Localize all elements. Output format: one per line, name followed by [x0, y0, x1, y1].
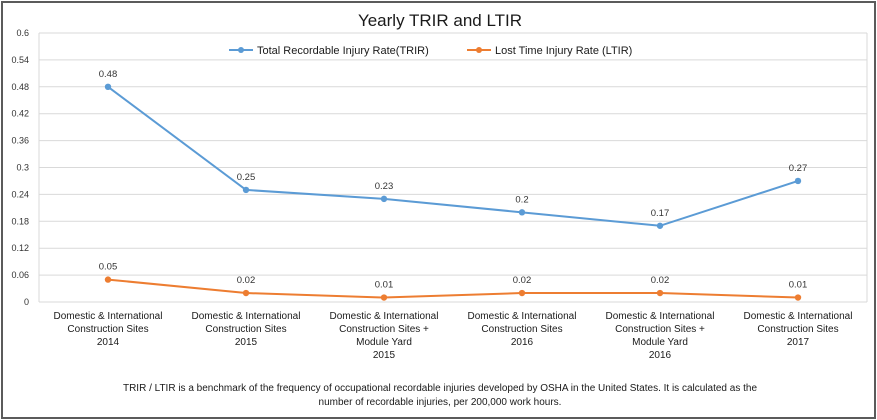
y-tick-label: 0.18: [11, 216, 29, 226]
x-category-label: Domestic & International Construction Sit…: [606, 311, 715, 361]
x-category-label: Domestic & International Construction Sit…: [192, 311, 301, 348]
grid: [38, 32, 868, 303]
data-point: [656, 289, 664, 297]
data-label: 0.02: [237, 275, 256, 286]
legend: Total Recordable Injury Rate(TRIR) Lost T…: [229, 45, 632, 57]
data-point: [104, 276, 112, 283]
data-point: [518, 209, 526, 216]
series-group: 0.48 0.25 0.23 0.2 0.17 0.27 0.05 0.02 0.01 0.02 0…: [99, 69, 808, 301]
data-point: [242, 289, 250, 297]
legend-label: Lost Time Injury Rate (LTIR): [495, 45, 632, 57]
series-line: [107, 85, 799, 227]
x-category-label: Domestic & International Construction Sit…: [54, 311, 163, 348]
x-category-label: Domestic & International Construction Sit…: [330, 311, 439, 361]
y-tick-label: 0.36: [11, 136, 29, 146]
y-tick-label: 0.24: [11, 189, 29, 199]
y-tick-label: 0.3: [16, 163, 29, 173]
data-label: 0.02: [651, 275, 670, 286]
y-tick-label: 0.48: [11, 82, 29, 92]
legend-marker: [476, 47, 482, 53]
data-label: 0.02: [513, 275, 532, 286]
data-label: 0.48: [99, 69, 118, 80]
data-point: [242, 186, 250, 194]
x-category-label: Domestic & International Construction Sit…: [744, 311, 853, 348]
data-point: [104, 83, 112, 91]
legend-marker: [238, 47, 244, 53]
legend-label: Total Recordable Injury Rate(TRIR): [257, 45, 429, 57]
footnote-line: number of recordable injuries, per 200,0…: [319, 397, 562, 408]
data-label: 0.25: [237, 172, 256, 183]
chart: Yearly TRIR and LTIR 0 0.06 0.12 0.18 0.24 0.…: [11, 11, 868, 408]
data-point: [794, 294, 802, 301]
x-category-label: Domestic & International Construction Sit…: [468, 311, 577, 348]
footnote-line: TRIR / LTIR is a benchmark of the freque…: [123, 383, 757, 394]
data-label: 0.27: [789, 163, 808, 174]
y-tick-label: 0.54: [11, 55, 29, 65]
y-tick-label: 0.12: [11, 243, 29, 253]
data-label: 0.23: [375, 181, 394, 192]
data-point: [380, 195, 388, 203]
y-tick-label: 0.42: [11, 109, 29, 119]
data-label: 0.17: [651, 208, 670, 219]
chart-title: Yearly TRIR and LTIR: [358, 11, 522, 30]
y-tick-label: 0.06: [11, 270, 29, 280]
data-label: 0.01: [375, 280, 394, 291]
data-label: 0.01: [789, 280, 808, 291]
series-line: [107, 278, 799, 299]
y-tick-label: 0: [24, 297, 29, 307]
data-point: [518, 289, 526, 297]
data-point: [794, 177, 802, 185]
y-axis: 0 0.06 0.12 0.18 0.24 0.3 0.36 0.42 0.48 0.54 0.6: [11, 28, 29, 307]
x-axis: Domestic & International Construction Sit…: [54, 311, 853, 361]
y-tick-label: 0.6: [16, 28, 29, 38]
data-point: [380, 294, 388, 301]
footnote: TRIR / LTIR is a benchmark of the freque…: [123, 383, 757, 408]
data-point: [656, 222, 664, 229]
data-label: 0.05: [99, 262, 118, 273]
data-label: 0.2: [515, 194, 528, 205]
